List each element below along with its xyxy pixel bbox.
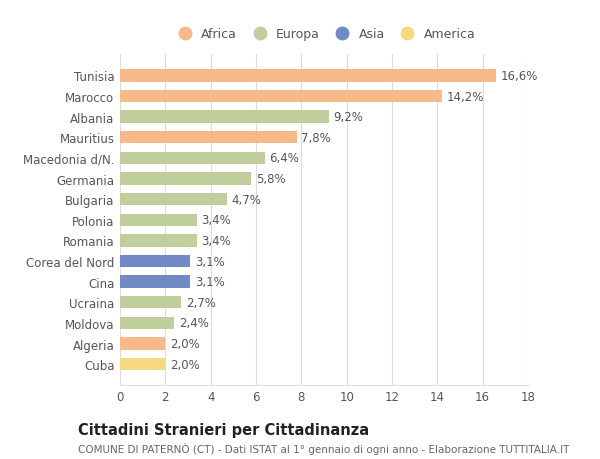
Bar bbox=[120, 297, 181, 309]
Bar bbox=[120, 70, 496, 83]
Text: 2,0%: 2,0% bbox=[170, 358, 200, 371]
Bar bbox=[120, 194, 227, 206]
Text: 7,8%: 7,8% bbox=[301, 132, 331, 145]
Text: Cittadini Stranieri per Cittadinanza: Cittadini Stranieri per Cittadinanza bbox=[78, 422, 369, 437]
Text: 3,4%: 3,4% bbox=[202, 214, 232, 227]
Bar bbox=[120, 132, 297, 144]
Bar bbox=[120, 255, 190, 268]
Text: 6,4%: 6,4% bbox=[269, 152, 299, 165]
Text: 2,4%: 2,4% bbox=[179, 317, 209, 330]
Bar bbox=[120, 235, 197, 247]
Bar bbox=[120, 173, 251, 185]
Text: 16,6%: 16,6% bbox=[501, 70, 538, 83]
Bar bbox=[120, 214, 197, 226]
Text: COMUNE DI PATERNÒ (CT) - Dati ISTAT al 1° gennaio di ogni anno - Elaborazione TU: COMUNE DI PATERNÒ (CT) - Dati ISTAT al 1… bbox=[78, 442, 569, 453]
Text: 4,7%: 4,7% bbox=[231, 193, 261, 206]
Bar bbox=[120, 152, 265, 165]
Bar bbox=[120, 317, 175, 330]
Text: 3,1%: 3,1% bbox=[195, 255, 224, 268]
Text: 3,1%: 3,1% bbox=[195, 275, 224, 289]
Bar bbox=[120, 358, 166, 370]
Text: 2,7%: 2,7% bbox=[186, 296, 215, 309]
Text: 9,2%: 9,2% bbox=[333, 111, 363, 124]
Bar bbox=[120, 111, 329, 123]
Bar bbox=[120, 338, 166, 350]
Bar bbox=[120, 276, 190, 288]
Legend: Africa, Europa, Asia, America: Africa, Europa, Asia, America bbox=[173, 28, 475, 41]
Bar bbox=[120, 91, 442, 103]
Text: 5,8%: 5,8% bbox=[256, 173, 286, 185]
Text: 14,2%: 14,2% bbox=[446, 90, 484, 103]
Text: 2,0%: 2,0% bbox=[170, 337, 200, 350]
Text: 3,4%: 3,4% bbox=[202, 235, 232, 247]
